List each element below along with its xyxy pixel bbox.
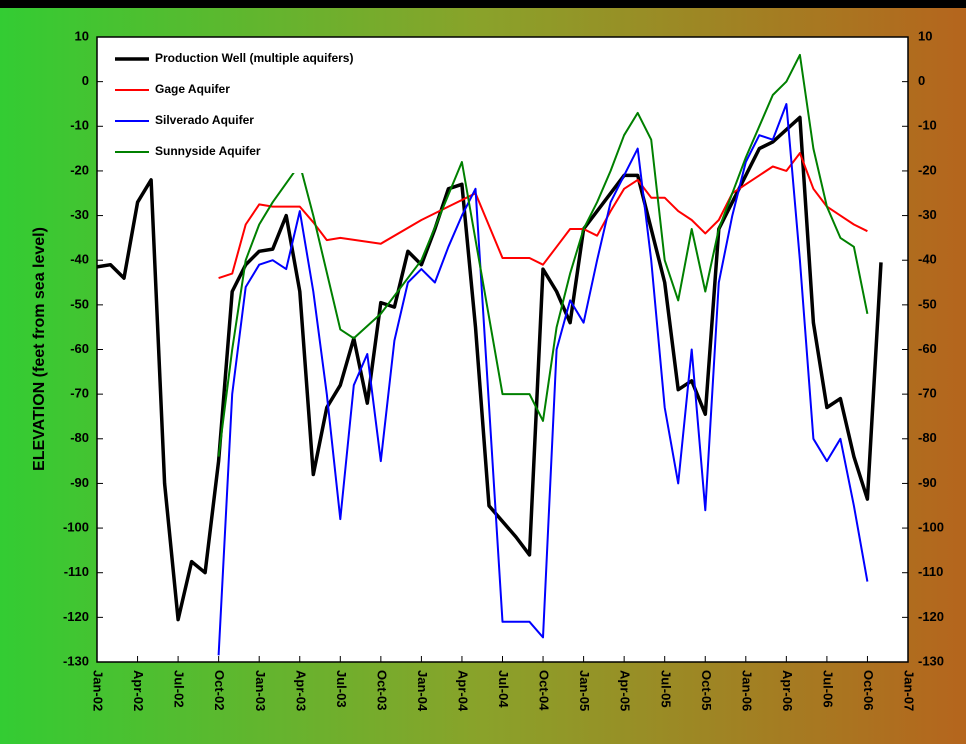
x-tick-label: Oct-03 — [374, 670, 389, 710]
y-tick-label: -130 — [63, 653, 89, 668]
y2-tick-label: -130 — [918, 653, 944, 668]
y-tick-label: -80 — [70, 430, 89, 445]
x-tick-label: Jan-07 — [902, 670, 917, 711]
x-tick-label: Apr-04 — [456, 670, 471, 712]
top-border — [0, 0, 966, 8]
y-tick-label: -120 — [63, 609, 89, 624]
y-tick-label: -10 — [70, 118, 89, 133]
y2-tick-label: -110 — [918, 564, 943, 579]
x-tick-label: Oct-04 — [537, 670, 552, 711]
y2-tick-label: 10 — [918, 28, 932, 43]
y2-tick-label: -20 — [918, 162, 937, 177]
series-line — [218, 152, 868, 280]
y2-tick-label: -120 — [918, 609, 944, 624]
x-tick-label: Oct-02 — [212, 670, 227, 710]
y2-tick-label: -10 — [918, 118, 937, 133]
legend-label: Sunnyside Aquifer — [155, 144, 261, 158]
x-tick-label: Apr-02 — [131, 670, 146, 711]
x-tick-label: Apr-06 — [780, 670, 795, 711]
y2-tick-label: -50 — [918, 296, 937, 311]
y2-tick-label: -100 — [918, 520, 944, 535]
series-line — [96, 115, 883, 622]
y-tick-label: -30 — [70, 207, 89, 222]
y-tick-label: -90 — [70, 475, 89, 490]
y-tick-label: -20 — [70, 162, 89, 177]
y-tick-label: -70 — [70, 386, 89, 401]
x-tick-label: Jan-02 — [91, 670, 106, 711]
y-axis-title: ELEVATION (feet from sea level) — [31, 227, 48, 471]
x-tick-label: Jan-03 — [253, 670, 268, 711]
y2-tick-label: -70 — [918, 386, 937, 401]
y2-tick-label: -80 — [918, 430, 937, 445]
y-tick-label: -60 — [70, 341, 89, 356]
x-tick-label: Oct-05 — [699, 670, 714, 710]
x-tick-label: Jul-03 — [334, 670, 349, 708]
y-tick-label: 10 — [75, 28, 89, 43]
x-tick-label: Apr-03 — [293, 670, 308, 711]
x-tick-label: Jul-02 — [172, 670, 187, 708]
x-tick-label: Jul-06 — [820, 670, 835, 708]
y2-tick-label: -30 — [918, 207, 937, 222]
legend-label: Production Well (multiple aquifers) — [155, 51, 353, 65]
x-tick-label: Jan-04 — [415, 670, 430, 712]
x-tick-label: Jul-04 — [496, 670, 511, 708]
y2-tick-label: -60 — [918, 341, 937, 356]
y2-tick-label: -90 — [918, 475, 937, 490]
x-tick-label: Jul-05 — [658, 670, 673, 708]
x-tick-label: Apr-05 — [618, 670, 633, 711]
legend-label: Gage Aquifer — [155, 82, 230, 96]
y2-tick-label: -40 — [918, 252, 937, 267]
legend-box — [111, 45, 421, 173]
y-tick-label: -50 — [70, 296, 89, 311]
x-tick-label: Jan-06 — [739, 670, 754, 711]
series-line — [217, 103, 869, 656]
y-tick-label: -100 — [63, 520, 89, 535]
series-line — [217, 53, 869, 457]
legend-label: Silverado Aquifer — [155, 113, 254, 127]
y2-tick-label: 0 — [918, 73, 925, 88]
y-tick-label: -110 — [64, 564, 89, 579]
x-tick-label: Oct-06 — [861, 670, 876, 710]
x-tick-label: Jan-05 — [577, 670, 592, 711]
y-tick-label: 0 — [82, 73, 89, 88]
y-tick-label: -40 — [70, 252, 89, 267]
